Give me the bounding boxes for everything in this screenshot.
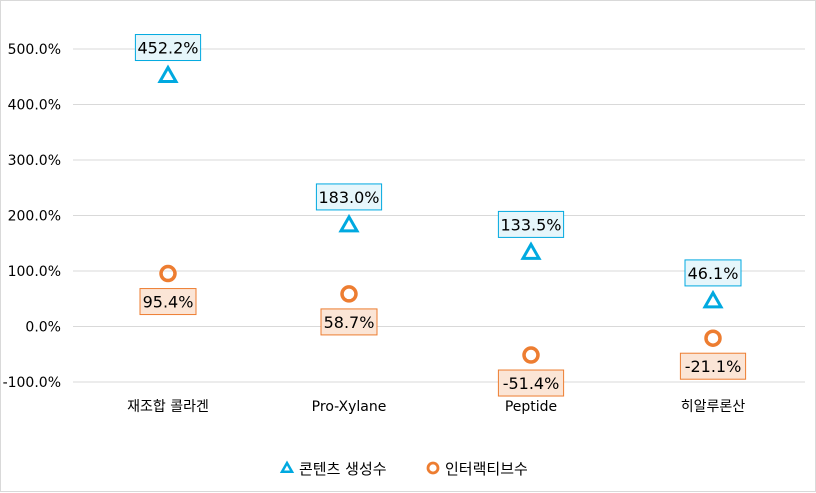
data-marks: 452.2% 183.0% 133.5% 46.1% 95.4% 58.7% -51.4% -… — [134, 34, 747, 397]
data-label-box — [315, 183, 383, 211]
x-axis-categories: 재조합 콜라겐 Pro-Xylane Peptide 히알루론산 — [127, 399, 745, 415]
x-category-label: Peptide — [505, 399, 557, 415]
data-label-box — [320, 308, 378, 336]
circle-marker — [522, 346, 540, 364]
legend-item: 콘텐츠 생성수 — [279, 460, 387, 478]
data-label-text: 95.4% — [143, 293, 194, 312]
y-tick-label: 500.0% — [8, 42, 61, 58]
data-label-text: -51.4% — [503, 374, 560, 393]
data-label-box — [497, 369, 565, 397]
data-label-text: 46.1% — [688, 264, 739, 283]
data-label-text: 133.5% — [500, 215, 561, 234]
circle-marker — [340, 285, 358, 303]
triangle-marker — [157, 64, 179, 84]
data-label-text: 452.2% — [137, 39, 198, 58]
x-category-label: Pro-Xylane — [312, 399, 387, 415]
data-label-box — [684, 259, 742, 287]
legend: 콘텐츠 생성수 인터랙티브수 — [279, 460, 528, 478]
y-axis-ticks: -100.0% 0.0% 100.0% 200.0% 300.0% 400.0% 500.0… — [3, 42, 61, 391]
data-label: 452.2% — [134, 34, 202, 62]
legend-label: 콘텐츠 생성수 — [299, 460, 387, 478]
y-tick-label: 400.0% — [8, 98, 61, 114]
data-label: 183.0% — [315, 183, 383, 211]
data-label-box — [497, 210, 565, 238]
circle-marker — [159, 264, 177, 283]
data-label: -21.1% — [679, 352, 747, 380]
triangle-marker — [702, 289, 724, 309]
data-label: 133.5% — [497, 210, 565, 238]
data-label-text: 183.0% — [318, 188, 379, 207]
gridlines — [73, 48, 805, 383]
legend-item: 인터랙티브수 — [426, 460, 528, 478]
y-tick-label: 100.0% — [8, 264, 61, 280]
legend-label: 인터랙티브수 — [445, 460, 528, 478]
y-tick-label: 300.0% — [8, 153, 61, 169]
x-category-label: 재조합 콜라겐 — [127, 399, 209, 415]
legend-triangle-icon — [279, 460, 295, 473]
data-label-box — [134, 34, 202, 62]
data-label: 46.1% — [684, 259, 742, 287]
triangle-marker — [520, 241, 542, 260]
triangle-marker — [338, 213, 360, 233]
x-category-label: 히알루론산 — [681, 399, 746, 415]
legend-circle-icon — [426, 461, 440, 475]
circle-marker — [704, 329, 722, 347]
data-label-box — [139, 288, 197, 316]
data-label: -51.4% — [497, 369, 565, 397]
y-tick-label: 200.0% — [8, 209, 61, 225]
data-label-text: -21.1% — [685, 357, 742, 376]
data-label-text: 58.7% — [324, 313, 375, 332]
y-tick-label: 0.0% — [25, 320, 61, 336]
y-tick-label: -100.0% — [3, 375, 61, 391]
data-label: 58.7% — [320, 308, 378, 336]
data-label-box — [679, 352, 747, 380]
data-label: 95.4% — [139, 288, 197, 316]
